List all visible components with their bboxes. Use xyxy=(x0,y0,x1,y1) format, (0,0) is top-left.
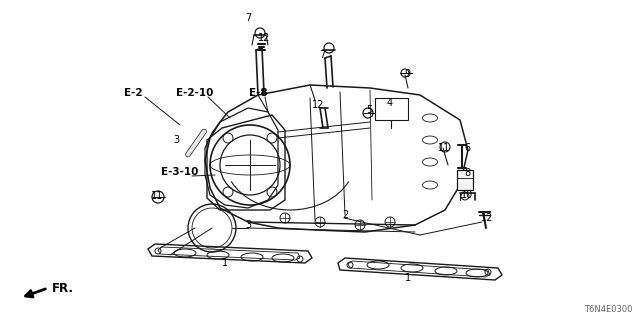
Text: 3: 3 xyxy=(173,135,179,145)
Text: 12: 12 xyxy=(312,100,324,110)
Text: 8: 8 xyxy=(464,168,470,178)
Text: 1: 1 xyxy=(222,258,228,268)
Text: 6: 6 xyxy=(464,143,470,153)
Text: E-2-10: E-2-10 xyxy=(176,88,214,98)
Text: 11: 11 xyxy=(438,143,450,153)
Text: 9: 9 xyxy=(404,69,410,79)
Text: 7: 7 xyxy=(319,50,325,60)
Text: 1: 1 xyxy=(405,273,411,283)
Text: E-2: E-2 xyxy=(124,88,142,98)
FancyBboxPatch shape xyxy=(457,170,473,190)
Text: FR.: FR. xyxy=(52,282,74,294)
Text: 11: 11 xyxy=(151,191,163,201)
Text: E-8: E-8 xyxy=(249,88,268,98)
Text: 4: 4 xyxy=(387,98,393,108)
Text: 2: 2 xyxy=(342,210,348,220)
Text: 12: 12 xyxy=(481,213,493,223)
Text: 7: 7 xyxy=(245,13,251,23)
Text: 5: 5 xyxy=(366,105,372,115)
Text: 12: 12 xyxy=(258,33,270,43)
Text: E-3-10: E-3-10 xyxy=(161,167,198,177)
Text: T6N4E0300: T6N4E0300 xyxy=(584,305,632,314)
Text: 3: 3 xyxy=(245,220,251,230)
Text: 10: 10 xyxy=(461,190,473,200)
